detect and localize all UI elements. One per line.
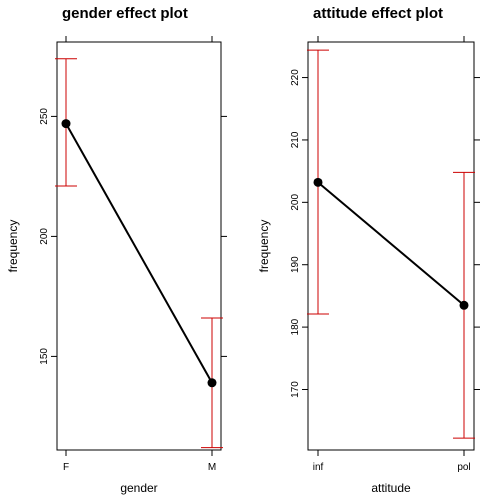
plot-frame — [56, 41, 222, 451]
y-axis-label: frequency — [257, 220, 271, 273]
effect-line — [313, 177, 469, 310]
data-point — [207, 378, 217, 388]
y-axis: 150 200 250 — [39, 108, 227, 365]
effect-line — [61, 119, 217, 388]
panel-title: attitude effect plot — [313, 5, 443, 22]
y-tick-label: 250 — [39, 108, 50, 125]
x-tick-label: F — [63, 462, 69, 473]
x-axis-label: gender — [120, 481, 157, 495]
data-point — [313, 177, 323, 187]
y-axis: 170 180 190 200 210 220 — [290, 69, 480, 398]
panel-title: gender effect plot — [62, 5, 188, 22]
data-point — [459, 300, 469, 310]
data-point — [61, 119, 71, 129]
y-axis-label: frequency — [6, 220, 20, 273]
x-tick-label: pol — [457, 462, 470, 473]
y-tick-label: 210 — [290, 131, 301, 148]
y-tick-label: 200 — [39, 228, 50, 245]
plot-frame — [307, 41, 475, 451]
x-tick-label: M — [208, 462, 216, 473]
y-tick-label: 190 — [290, 256, 301, 273]
x-axis: inf pol — [313, 36, 471, 473]
y-tick-label: 170 — [290, 381, 301, 398]
y-tick-label: 200 — [290, 194, 301, 211]
x-tick-label: inf — [313, 462, 324, 473]
series-line — [65, 123, 213, 384]
x-axis-label: attitude — [371, 481, 411, 495]
attitude-effect-panel: attitude effect plot 170180190200210220 … — [257, 5, 480, 495]
y-tick-label: 220 — [290, 69, 301, 86]
y-tick-label: 150 — [39, 348, 50, 365]
y-tick-label: 180 — [290, 318, 301, 335]
series-line — [317, 181, 465, 307]
